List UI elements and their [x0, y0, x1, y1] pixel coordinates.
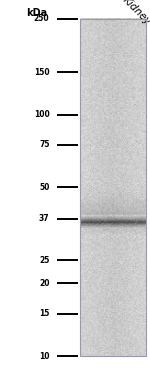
Text: kDa: kDa: [26, 8, 48, 18]
Bar: [80, 19, 146, 356]
Text: 10: 10: [39, 352, 50, 361]
Text: Kidney: Kidney: [120, 0, 150, 27]
Text: 37: 37: [39, 214, 50, 223]
Text: 250: 250: [34, 14, 50, 23]
Text: 15: 15: [39, 309, 50, 318]
Text: 20: 20: [39, 279, 50, 288]
Text: 50: 50: [39, 183, 50, 192]
Text: 75: 75: [39, 140, 50, 150]
Text: 25: 25: [39, 256, 50, 265]
Text: 150: 150: [34, 68, 50, 77]
Text: 100: 100: [34, 110, 50, 119]
